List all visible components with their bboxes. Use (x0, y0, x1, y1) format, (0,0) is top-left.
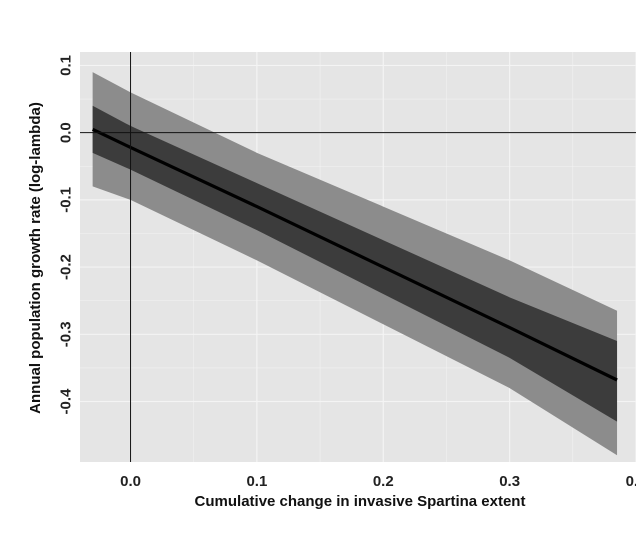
x-tick-label: 0.2 (373, 473, 394, 490)
y-tick-label: -0.2 (58, 254, 75, 280)
y-tick-label: 0.0 (58, 122, 75, 143)
y-tick-label: 0.1 (58, 55, 75, 76)
x-tick-label: 0.0 (120, 473, 141, 490)
y-tick-label: -0.4 (58, 388, 75, 415)
fitted-trend-line (91, 127, 618, 382)
inner-confidence-band (92, 105, 618, 422)
y-axis-label: Annual population growth rate (log-lambd… (27, 102, 44, 414)
confidence-bands (92, 72, 618, 456)
x-tick-label: 0.1 (246, 473, 267, 490)
x-tick-label: 0.3 (499, 473, 520, 490)
y-tick-label: -0.3 (58, 321, 75, 347)
y-tick-label: -0.1 (58, 187, 75, 213)
reference-lines (80, 52, 636, 462)
x-axis-label: Cumulative change in invasive Spartina e… (195, 493, 526, 510)
tick-labels: 0.0 0.1 0.2 0.3 0.4 0.1 0.0 -0.1 -0.2 -0.3 -0.4 (58, 55, 636, 490)
x-tick-label: 0.4 (626, 473, 636, 490)
trend-line-group (91, 127, 618, 382)
